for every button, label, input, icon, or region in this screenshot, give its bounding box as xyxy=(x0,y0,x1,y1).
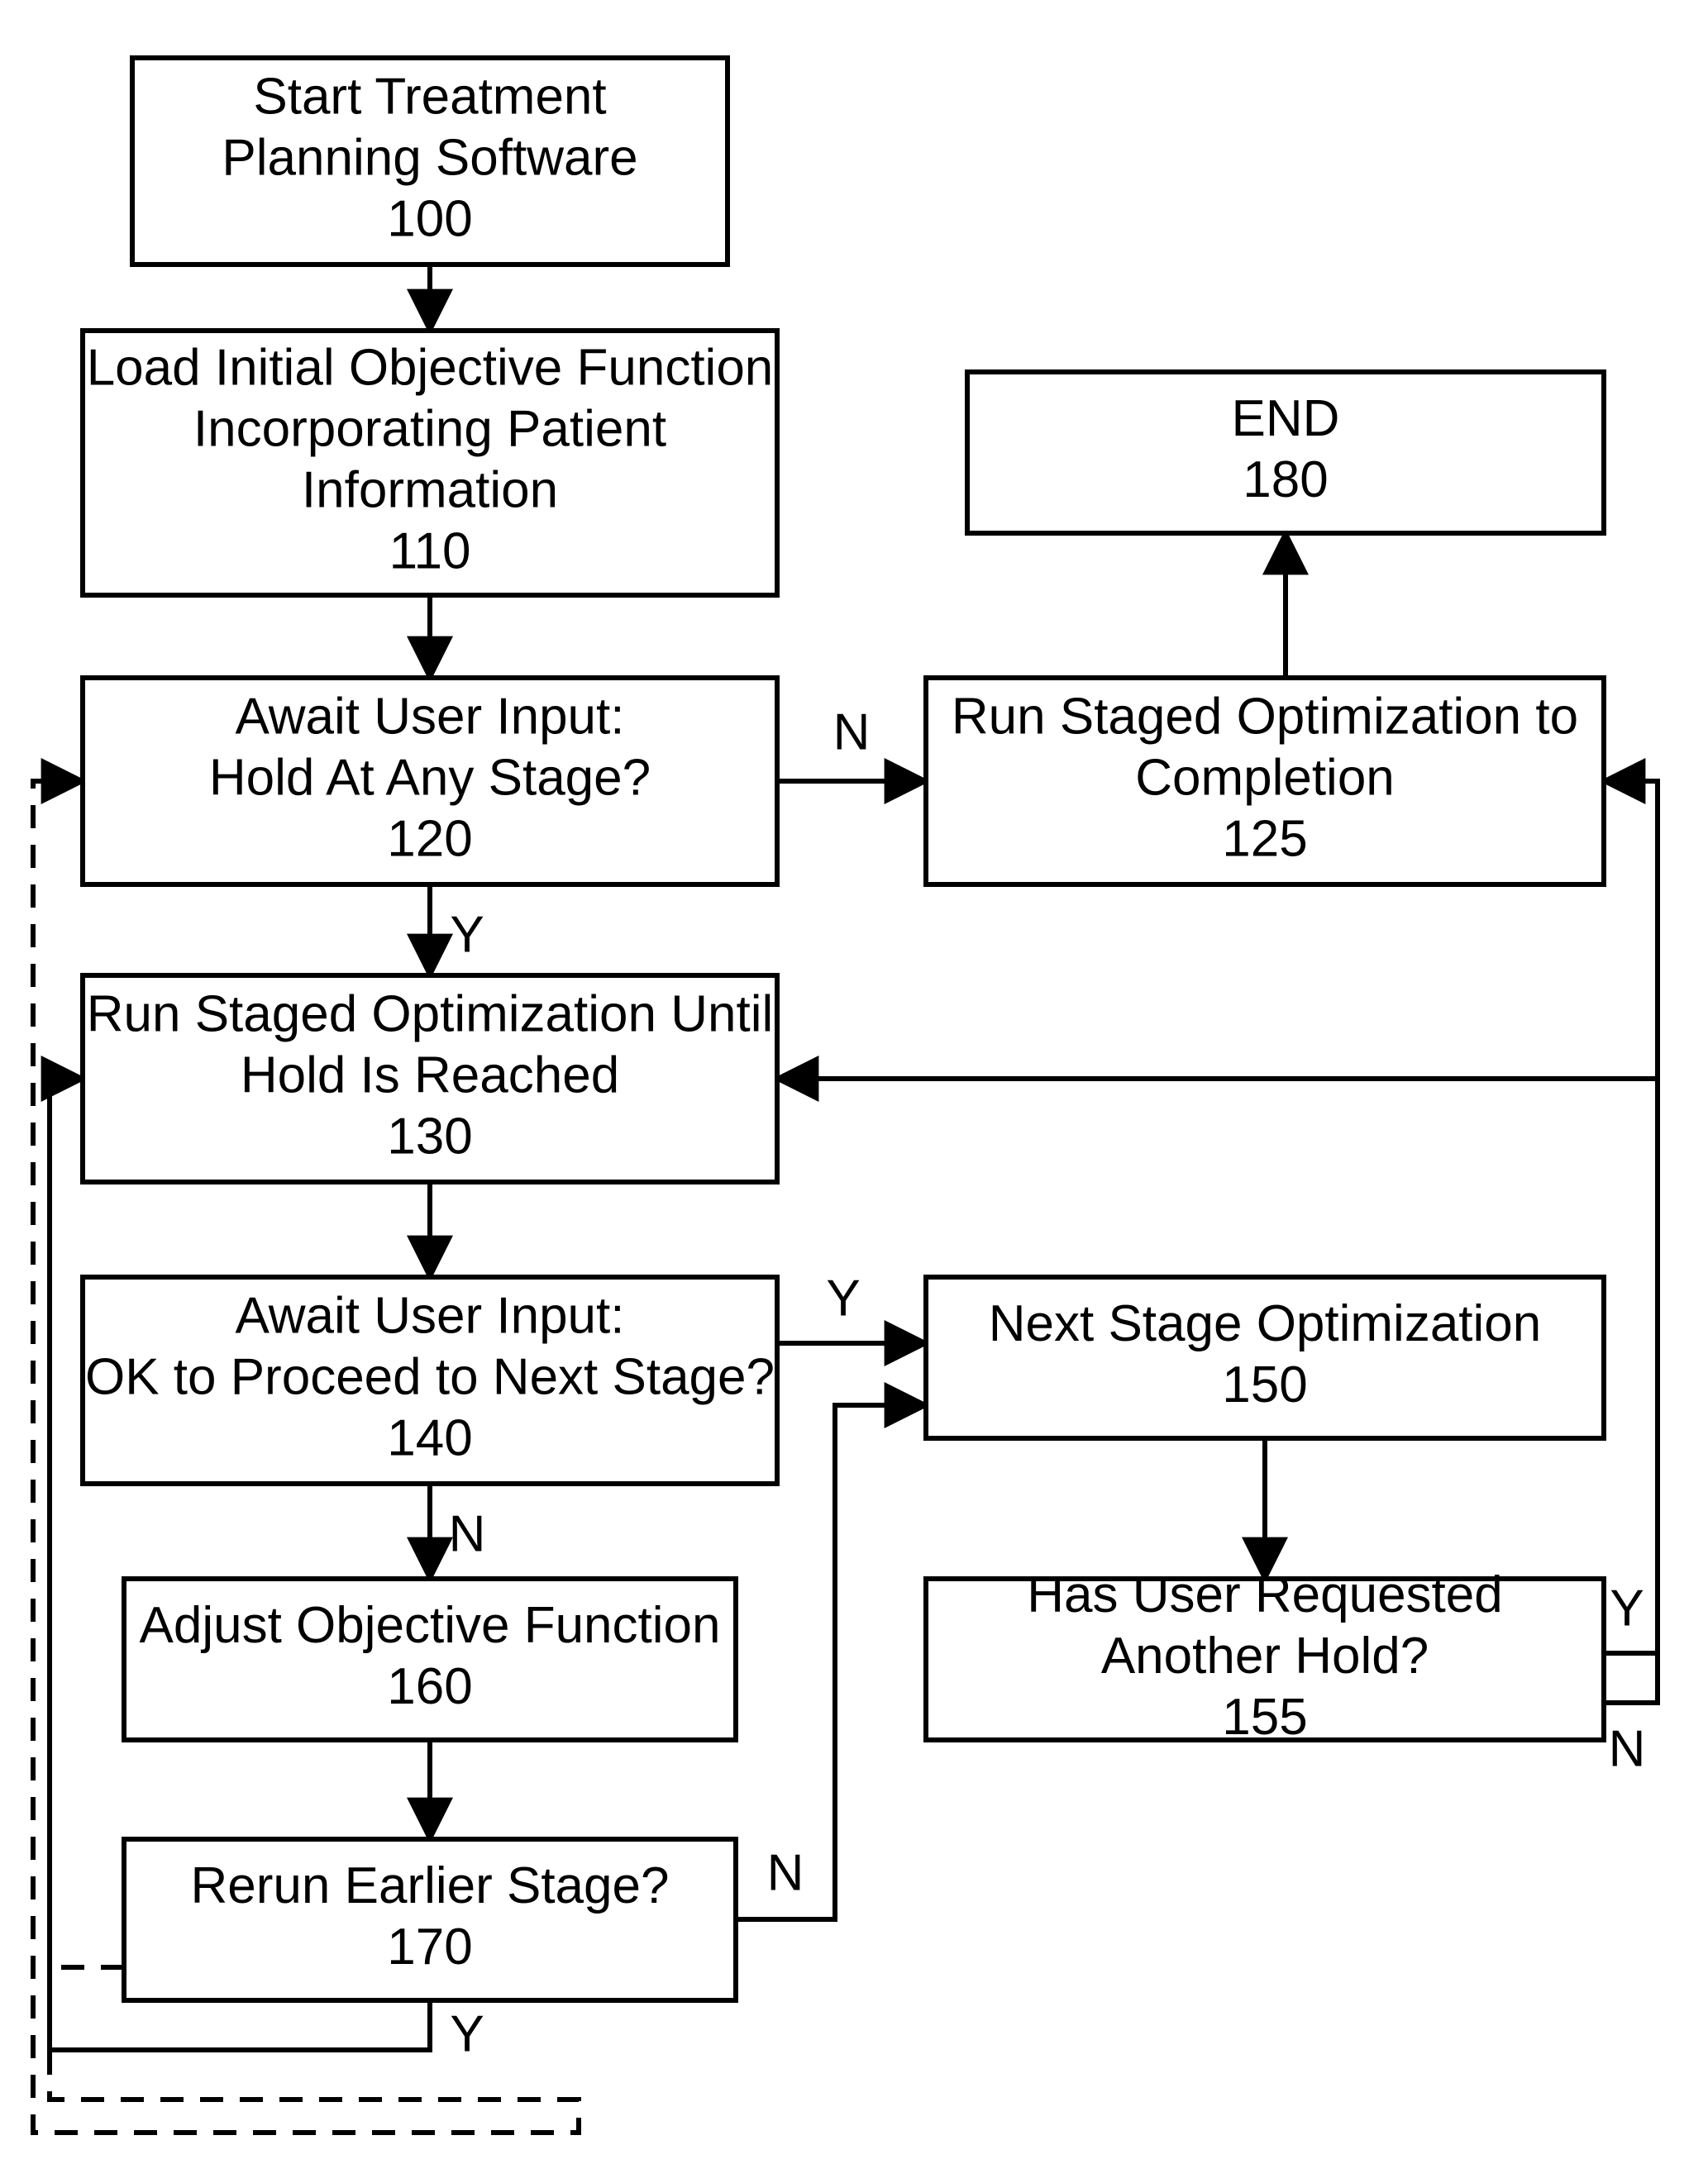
node-text-n170-l1: 170 xyxy=(387,1919,472,1976)
node-text-n110-l0: Load Initial Objective Function xyxy=(87,339,774,396)
node-text-n140-l0: Await User Input: xyxy=(236,1287,625,1344)
node-text-n155-l0: Has User Requested xyxy=(1027,1566,1503,1623)
node-text-n110-l2: Information xyxy=(302,461,558,518)
node-text-n100-l1: Planning Software xyxy=(222,129,637,186)
node-text-n130-l1: Hold Is Reached xyxy=(241,1046,619,1103)
edge-label-e12: Y xyxy=(1610,1580,1644,1637)
node-text-n155-l2: 155 xyxy=(1222,1689,1307,1746)
node-text-n100-l0: Start Treatment xyxy=(253,68,606,125)
edge-label-e7: Y xyxy=(826,1270,860,1327)
node-text-n170-l0: Rerun Earlier Stage? xyxy=(191,1857,670,1914)
node-text-n120-l0: Await User Input: xyxy=(236,688,625,745)
edge-label-e14: Y xyxy=(450,2005,484,2062)
node-text-n100-l2: 100 xyxy=(387,190,472,247)
edge-label-e8: N xyxy=(449,1505,486,1562)
node-text-n130-l0: Run Staged Optimization Until xyxy=(87,985,774,1042)
node-text-n110-l3: 110 xyxy=(389,522,471,579)
node-text-n160-l1: 160 xyxy=(387,1658,472,1715)
edge-label-e3: Y xyxy=(450,906,484,963)
node-text-n140-l1: OK to Proceed to Next Stage? xyxy=(85,1348,775,1405)
node-text-n155-l1: Another Hold? xyxy=(1101,1628,1429,1685)
node-text-n110-l1: Incorporating Patient xyxy=(193,400,666,457)
node-text-n120-l2: 120 xyxy=(387,810,472,867)
node-text-n160-l0: Adjust Objective Function xyxy=(139,1597,720,1654)
node-text-n140-l2: 140 xyxy=(387,1409,472,1466)
flowchart-canvas: Y N Y N N Y N Y Start TreatmentPlanning Software… xyxy=(0,0,1708,2164)
edge-e13 xyxy=(1604,781,1658,1703)
node-text-n150-l1: 150 xyxy=(1222,1356,1307,1413)
node-text-n120-l1: Hold At Any Stage? xyxy=(209,749,651,806)
edge-label-e11: N xyxy=(767,1844,804,1901)
node-text-n125-l1: Completion xyxy=(1135,749,1395,806)
node-text-n125-l0: Run Staged Optimization to xyxy=(952,688,1578,745)
node-text-n150-l0: Next Stage Optimization xyxy=(989,1295,1542,1352)
edge-label-e4: N xyxy=(833,703,871,760)
node-text-n130-l2: 130 xyxy=(387,1108,472,1165)
edge-label-e13: N xyxy=(1609,1720,1646,1777)
node-text-n180-l1: 180 xyxy=(1243,451,1328,508)
node-text-n180-l0: END xyxy=(1232,390,1340,447)
node-text-n125-l2: 125 xyxy=(1222,810,1307,867)
